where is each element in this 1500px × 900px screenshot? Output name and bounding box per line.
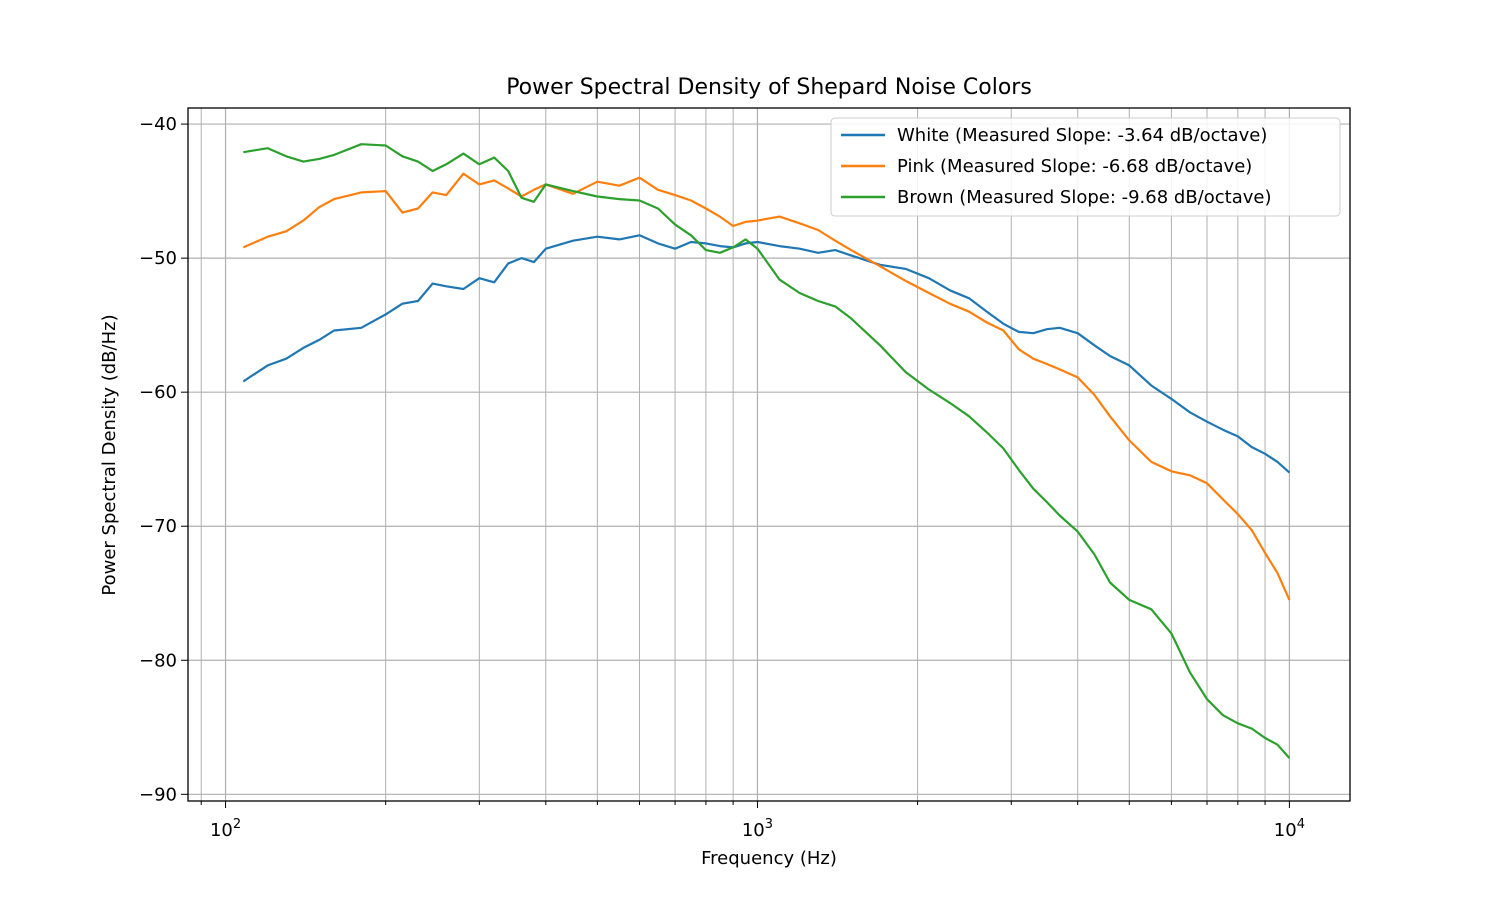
y-tick-label: −70 [139,516,177,537]
legend: White (Measured Slope: -3.64 dB/octave) P… [830,117,1341,217]
x-tick-label: 103 [742,817,773,841]
y-tick-label: −90 [139,784,177,805]
legend-label: Pink (Measured Slope: -6.68 dB/octave) [897,156,1252,177]
y-tick-label: −50 [139,248,177,269]
legend-label: Brown (Measured Slope: -9.68 dB/octave) [897,187,1272,208]
x-axis-label: Frequency (Hz) [701,848,837,869]
series-line-1 [242,234,1291,474]
series-lines [242,143,1291,759]
grid-lines [188,108,1350,801]
series-line-2 [242,172,1291,601]
y-tick-label: −40 [139,114,177,135]
legend-box [830,117,1341,217]
y-axis-label: Power Spectral Density (dB/Hz) [99,314,120,595]
series-line-3 [243,143,1291,759]
chart-title: Power Spectral Density of Shepard Noise … [506,75,1032,100]
legend-label: White (Measured Slope: -3.64 dB/octave) [897,125,1267,146]
y-tick-label: −60 [139,382,177,403]
y-tick-label: −80 [139,650,177,671]
plot-frame [187,107,1351,802]
x-tick-label: 102 [210,817,241,841]
x-tick-label: 104 [1274,817,1305,841]
axis-ticks: 102 103 104 −40 −50 −60 −70 −80 −90 [139,114,1305,841]
